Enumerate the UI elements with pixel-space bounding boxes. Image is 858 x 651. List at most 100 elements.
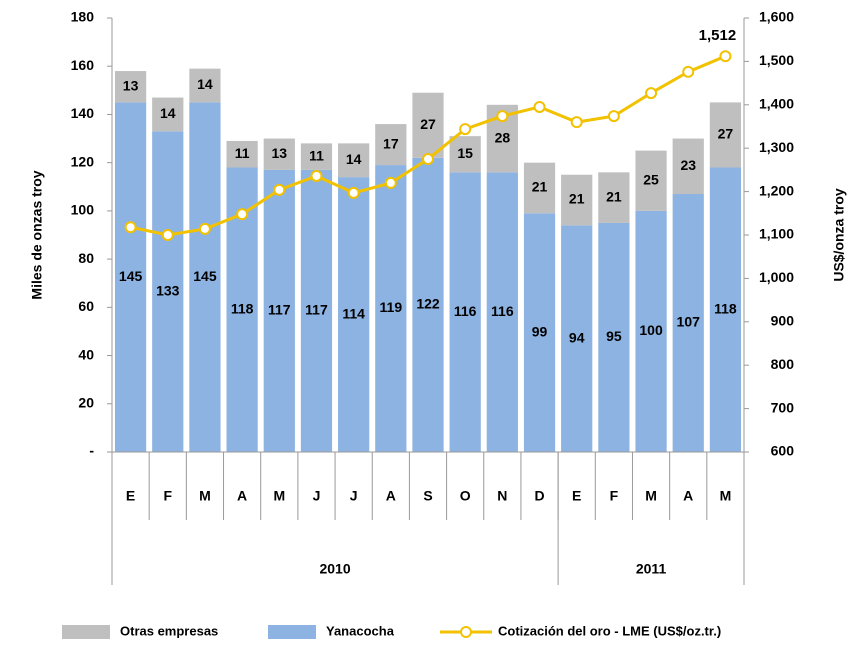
data-label: 17 xyxy=(383,135,399,151)
x-tick-label: A xyxy=(237,488,247,504)
data-label: 14 xyxy=(346,151,362,167)
line-marker xyxy=(607,110,620,123)
y-tick-label: 80 xyxy=(78,250,94,266)
bar-segment xyxy=(412,157,444,452)
x-tick-label: O xyxy=(460,488,471,504)
y2-tick-label: 1,100 xyxy=(759,226,794,242)
data-label: 107 xyxy=(677,314,701,330)
group-label: 2010 xyxy=(319,561,350,577)
x-tick-label: N xyxy=(497,488,507,504)
line-marker xyxy=(384,176,397,189)
data-label: 145 xyxy=(119,268,143,284)
line-marker xyxy=(645,87,658,100)
x-tick-label: J xyxy=(313,488,321,504)
y2-tick-label: 1,300 xyxy=(759,139,794,155)
line-marker xyxy=(236,208,249,221)
bar-segment xyxy=(375,124,407,166)
legend-swatch xyxy=(268,625,316,639)
data-label: 27 xyxy=(420,116,436,132)
x-tick-label: M xyxy=(273,488,285,504)
x-tick-label: M xyxy=(720,488,732,504)
bar-segment xyxy=(672,138,704,195)
y-tick-label: 120 xyxy=(71,153,95,169)
data-label: 25 xyxy=(643,171,659,187)
y-tick-label: 40 xyxy=(78,346,94,362)
data-label: 95 xyxy=(606,328,622,344)
data-label: 13 xyxy=(272,145,288,161)
bar-segment xyxy=(449,172,481,453)
line-marker xyxy=(682,65,695,78)
line-marker xyxy=(422,153,434,166)
bar-segment xyxy=(412,92,444,158)
x-tick-label: M xyxy=(645,488,657,504)
bar-segment xyxy=(635,150,667,211)
line-marker xyxy=(161,229,174,241)
data-label: 114 xyxy=(342,305,365,321)
x-tick-label: A xyxy=(386,488,396,504)
data-label: 133 xyxy=(156,282,180,298)
data-label: 14 xyxy=(197,76,213,92)
data-label: 99 xyxy=(532,323,548,339)
bar-segment xyxy=(114,102,147,452)
y2-tick-label: 900 xyxy=(771,313,795,329)
data-label: 117 xyxy=(268,302,291,318)
bar-segment xyxy=(709,167,742,452)
line-marker xyxy=(719,50,732,63)
bar-segment xyxy=(523,213,556,452)
data-label: 21 xyxy=(532,179,548,195)
y-tick-label: 180 xyxy=(71,9,95,25)
data-label: 145 xyxy=(193,268,217,284)
bar-segment xyxy=(152,131,184,453)
y2-tick-label: 1,600 xyxy=(759,9,794,25)
bar-segment xyxy=(263,138,295,170)
y-tick-label: 20 xyxy=(78,394,94,410)
data-label: 21 xyxy=(569,191,585,207)
legend-swatch xyxy=(62,625,110,639)
x-tick-label: J xyxy=(350,488,358,504)
data-label: 122 xyxy=(416,296,440,312)
line-marker xyxy=(570,116,583,129)
bar-segment xyxy=(672,194,704,452)
bar-segment xyxy=(226,140,258,168)
bar-segment xyxy=(598,222,630,452)
x-tick-label: D xyxy=(534,488,544,504)
legend-swatch xyxy=(460,626,472,638)
bar-segment xyxy=(300,143,333,170)
x-tick-label: F xyxy=(163,488,172,504)
bar-segment xyxy=(338,177,370,452)
bar-segment xyxy=(635,210,667,452)
data-label: 100 xyxy=(639,322,663,338)
line-marker xyxy=(273,183,286,196)
line-marker xyxy=(496,110,509,123)
y2-tick-label: 1,500 xyxy=(759,52,794,68)
data-label: 118 xyxy=(231,300,254,316)
data-label: 117 xyxy=(305,302,328,318)
bar-segment xyxy=(598,172,630,223)
data-label: 28 xyxy=(495,129,511,145)
bar-segment xyxy=(152,97,184,132)
bar-segment xyxy=(375,165,407,453)
data-label: 11 xyxy=(235,145,250,161)
bar-segment xyxy=(114,71,147,103)
data-label: 1,512 xyxy=(699,27,737,44)
y-tick-label: 160 xyxy=(71,57,95,73)
data-label: 14 xyxy=(160,105,176,121)
line-marker xyxy=(533,100,546,113)
x-tick-label: M xyxy=(199,488,211,504)
bar-segment xyxy=(189,68,221,103)
data-label: 119 xyxy=(380,299,403,315)
line-marker xyxy=(459,123,472,136)
x-tick-label: F xyxy=(610,488,619,504)
y2-axis-label: US$/onza troy xyxy=(831,188,847,282)
y-tick-label: 100 xyxy=(71,202,95,218)
line-marker xyxy=(310,169,323,182)
data-label: 118 xyxy=(714,300,737,316)
data-label: 116 xyxy=(491,303,514,319)
data-label: 21 xyxy=(606,188,622,204)
x-tick-label: E xyxy=(572,488,581,504)
bar-segment xyxy=(263,169,295,452)
y-tick-label: - xyxy=(89,443,94,459)
y2-tick-label: 1,200 xyxy=(759,182,794,198)
y2-tick-label: 600 xyxy=(771,443,795,459)
